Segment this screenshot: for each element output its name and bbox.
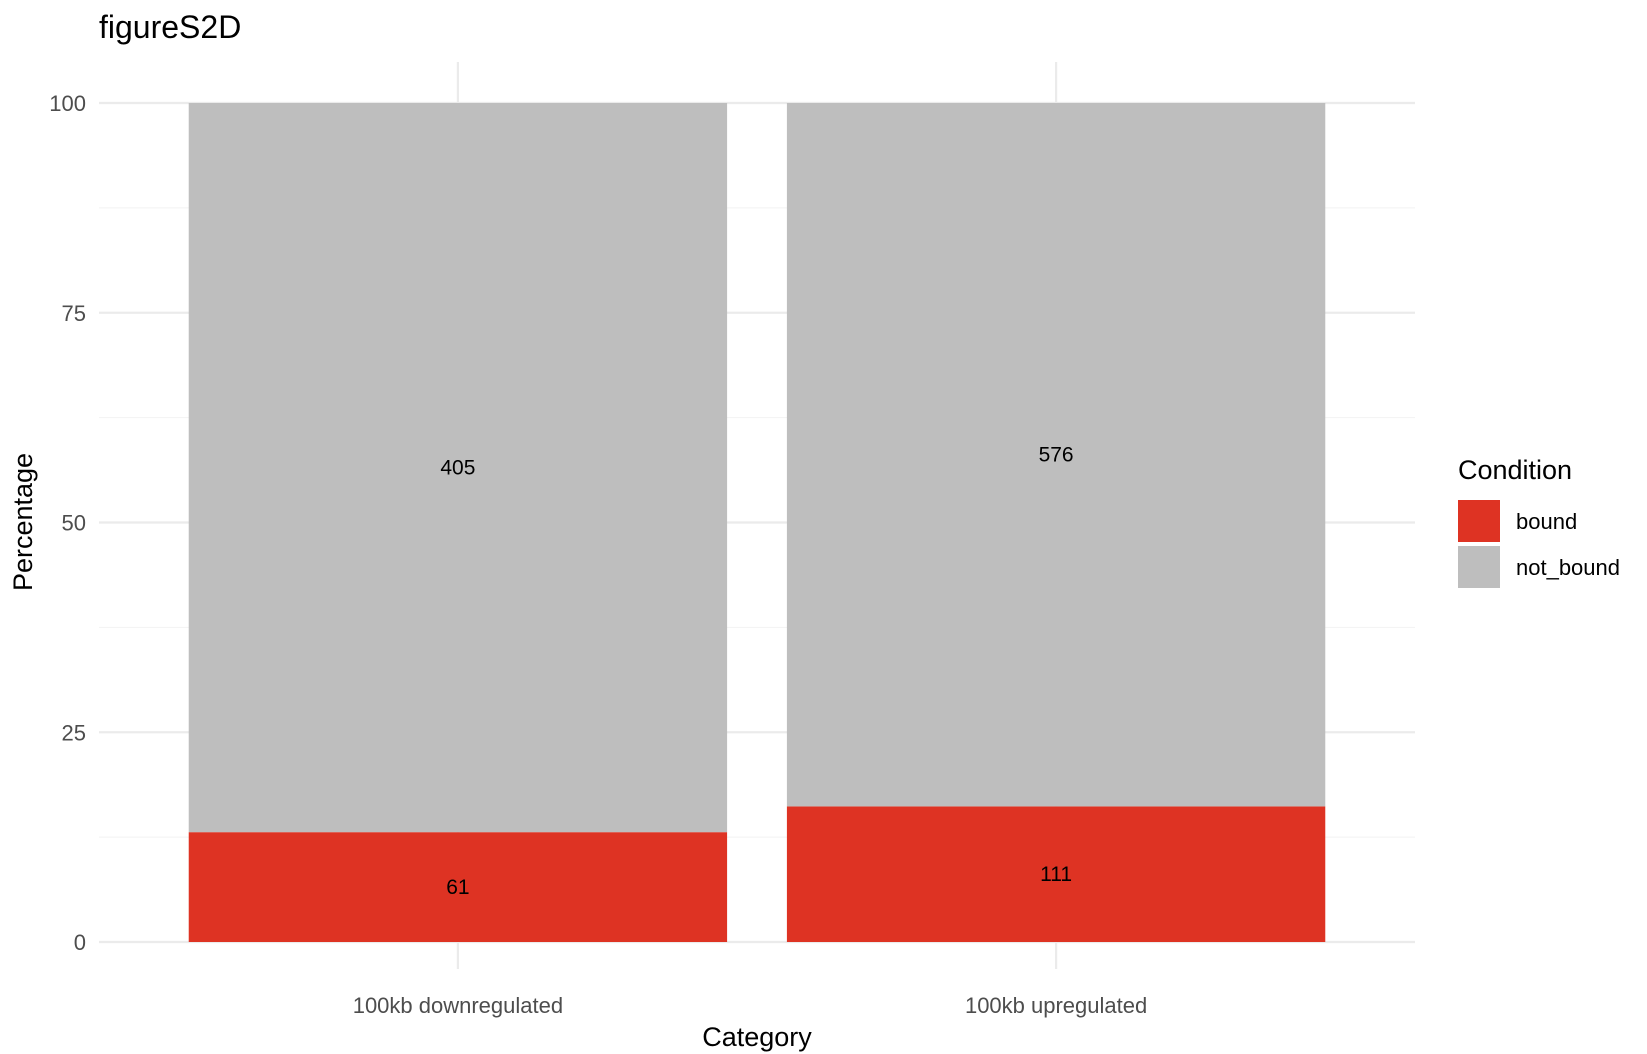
chart-title: figureS2D [99,9,241,45]
legend-label: not_bound [1516,555,1620,580]
bar-not_bound [188,103,728,833]
y-axis-ticks: 0 25 50 75 100 [49,91,86,955]
data-label: 405 [440,457,475,480]
x-tick-label: 100kb upregulated [965,993,1147,1018]
bar-bound [188,832,728,942]
data-label: 576 [1039,444,1074,467]
data-label: 61 [446,876,469,899]
y-tick-label: 100 [49,91,86,116]
y-tick-label: 0 [74,930,86,955]
x-tick-label: 100kb downregulated [353,993,563,1018]
legend: Condition bound not_bound [1458,455,1620,588]
y-tick-label: 25 [62,720,86,745]
data-label: 111 [1040,863,1072,886]
bars [188,103,1326,942]
y-axis-title: Percentage [8,453,38,591]
x-axis-ticks: 100kb downregulated 100kb upregulated [353,993,1148,1018]
legend-key-not_bound [1458,546,1500,588]
x-axis-title: Category [702,1022,812,1052]
bar-not_bound [786,103,1326,807]
bar-bound [786,806,1326,942]
y-tick-label: 50 [62,511,86,536]
legend-title: Condition [1458,455,1572,485]
legend-key-bound [1458,500,1500,542]
data-labels: 61 405 111 576 [440,444,1073,899]
y-tick-label: 75 [62,301,86,326]
legend-label: bound [1516,509,1577,534]
